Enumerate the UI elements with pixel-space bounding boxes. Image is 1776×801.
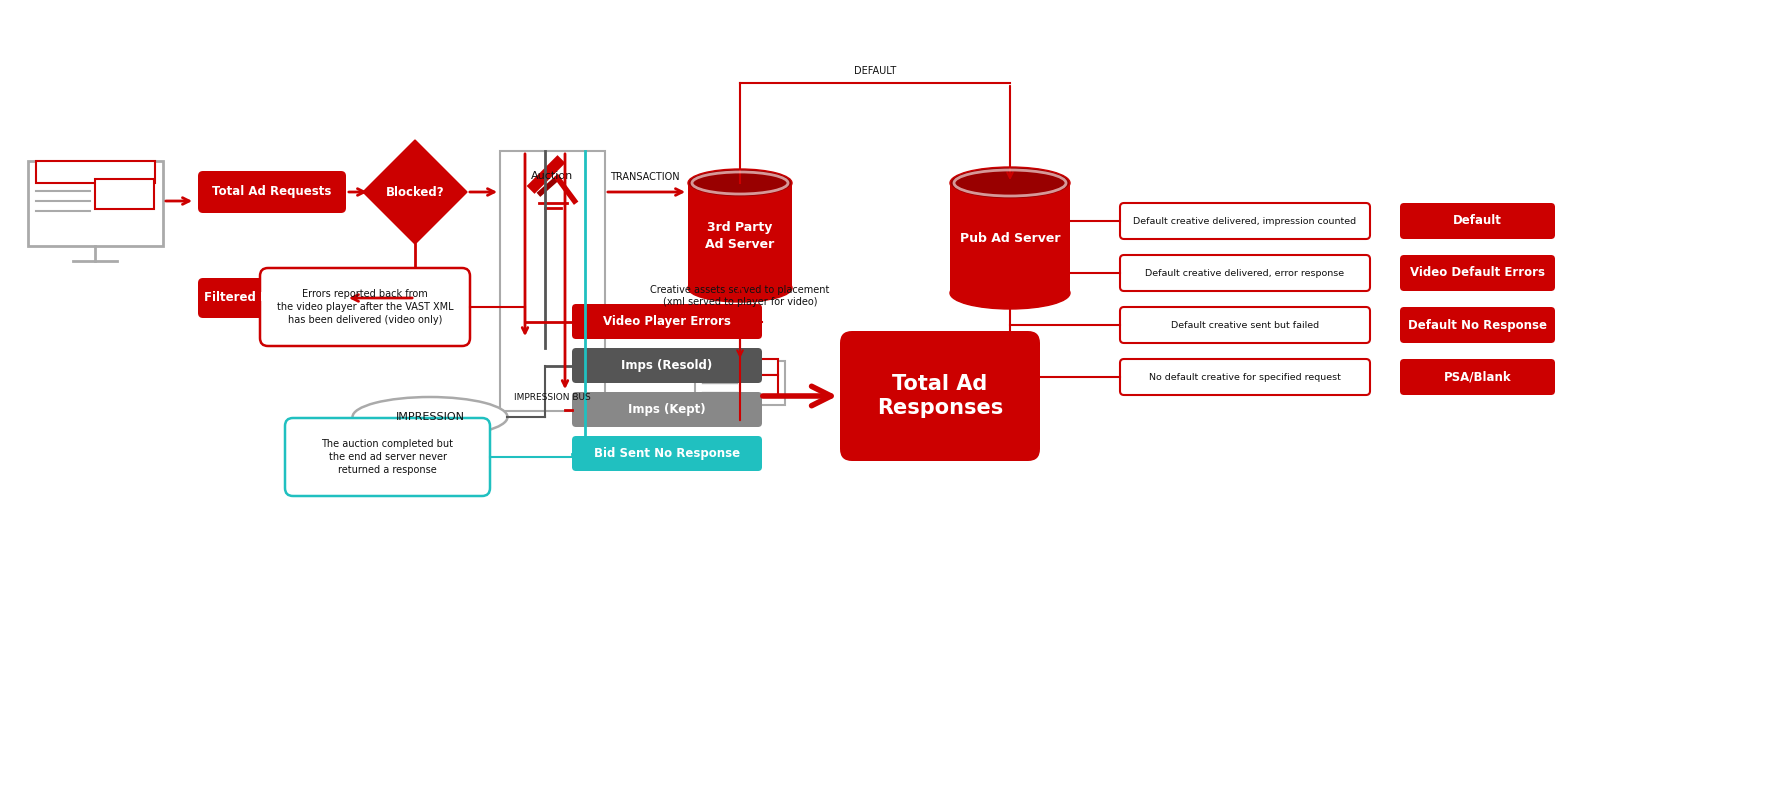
Bar <box>950 183 1069 293</box>
Text: Bid Sent No Response: Bid Sent No Response <box>593 447 741 460</box>
Text: Imps (Kept): Imps (Kept) <box>629 403 705 416</box>
Bar <box>694 361 785 405</box>
Bar <box>94 179 155 209</box>
FancyBboxPatch shape <box>1121 359 1369 395</box>
FancyBboxPatch shape <box>197 278 346 318</box>
Ellipse shape <box>687 169 792 197</box>
FancyBboxPatch shape <box>1399 255 1556 291</box>
Text: Video Player Errors: Video Player Errors <box>604 315 732 328</box>
Text: Default: Default <box>1453 215 1502 227</box>
FancyBboxPatch shape <box>840 331 1041 461</box>
Polygon shape <box>362 140 467 244</box>
Text: Pub Ad Server: Pub Ad Server <box>959 231 1060 244</box>
Bar <box>501 151 606 411</box>
Text: Imps (Resold): Imps (Resold) <box>622 359 712 372</box>
Bar <box>741 375 778 395</box>
FancyBboxPatch shape <box>572 348 762 383</box>
Text: 3rd Party
Ad Server: 3rd Party Ad Server <box>705 220 774 251</box>
FancyBboxPatch shape <box>1121 255 1369 291</box>
Ellipse shape <box>687 274 792 302</box>
Text: IMPRESSION BUS: IMPRESSION BUS <box>513 392 591 401</box>
FancyBboxPatch shape <box>572 304 762 339</box>
Bar <box>36 161 155 183</box>
Bar <box>687 183 792 288</box>
Ellipse shape <box>950 167 1069 199</box>
Text: PSA/Blank: PSA/Blank <box>1444 371 1511 384</box>
Text: Creative assets served to placement
(xml served to player for video): Creative assets served to placement (xml… <box>650 285 829 307</box>
Text: Errors reported back from
the video player after the VAST XML
has been delivered: Errors reported back from the video play… <box>277 289 453 325</box>
Text: DEFAULT: DEFAULT <box>854 66 897 76</box>
FancyBboxPatch shape <box>259 268 471 346</box>
Text: No default creative for specified request: No default creative for specified reques… <box>1149 372 1341 381</box>
Text: TRANSACTION: TRANSACTION <box>609 172 680 182</box>
Text: Auction: Auction <box>531 171 574 181</box>
FancyBboxPatch shape <box>1399 359 1556 395</box>
Text: Total Ad Requests: Total Ad Requests <box>213 186 332 199</box>
Text: Default creative delivered, error response: Default creative delivered, error respon… <box>1146 268 1344 277</box>
Text: Blocked?: Blocked? <box>385 186 444 199</box>
FancyBboxPatch shape <box>572 436 762 471</box>
FancyBboxPatch shape <box>284 418 490 496</box>
Ellipse shape <box>352 397 508 437</box>
Text: Filtered Impressions: Filtered Impressions <box>204 292 339 304</box>
FancyBboxPatch shape <box>1399 203 1556 239</box>
Text: IMPRESSION: IMPRESSION <box>396 412 465 422</box>
FancyBboxPatch shape <box>1121 307 1369 343</box>
Text: The auction completed but
the end ad server never
returned a response: The auction completed but the end ad ser… <box>321 439 453 475</box>
Bar <box>702 359 778 375</box>
FancyBboxPatch shape <box>1121 203 1369 239</box>
Text: Default No Response: Default No Response <box>1408 319 1547 332</box>
Text: Video Default Errors: Video Default Errors <box>1410 267 1545 280</box>
FancyBboxPatch shape <box>572 392 762 427</box>
Text: Default creative delivered, impression counted: Default creative delivered, impression c… <box>1133 216 1357 226</box>
FancyBboxPatch shape <box>1399 307 1556 343</box>
Ellipse shape <box>950 277 1069 309</box>
Text: Default creative sent but failed: Default creative sent but failed <box>1170 320 1320 329</box>
Text: Total Ad
Responses: Total Ad Responses <box>877 373 1003 418</box>
FancyBboxPatch shape <box>197 171 346 213</box>
Bar <box>28 161 163 246</box>
